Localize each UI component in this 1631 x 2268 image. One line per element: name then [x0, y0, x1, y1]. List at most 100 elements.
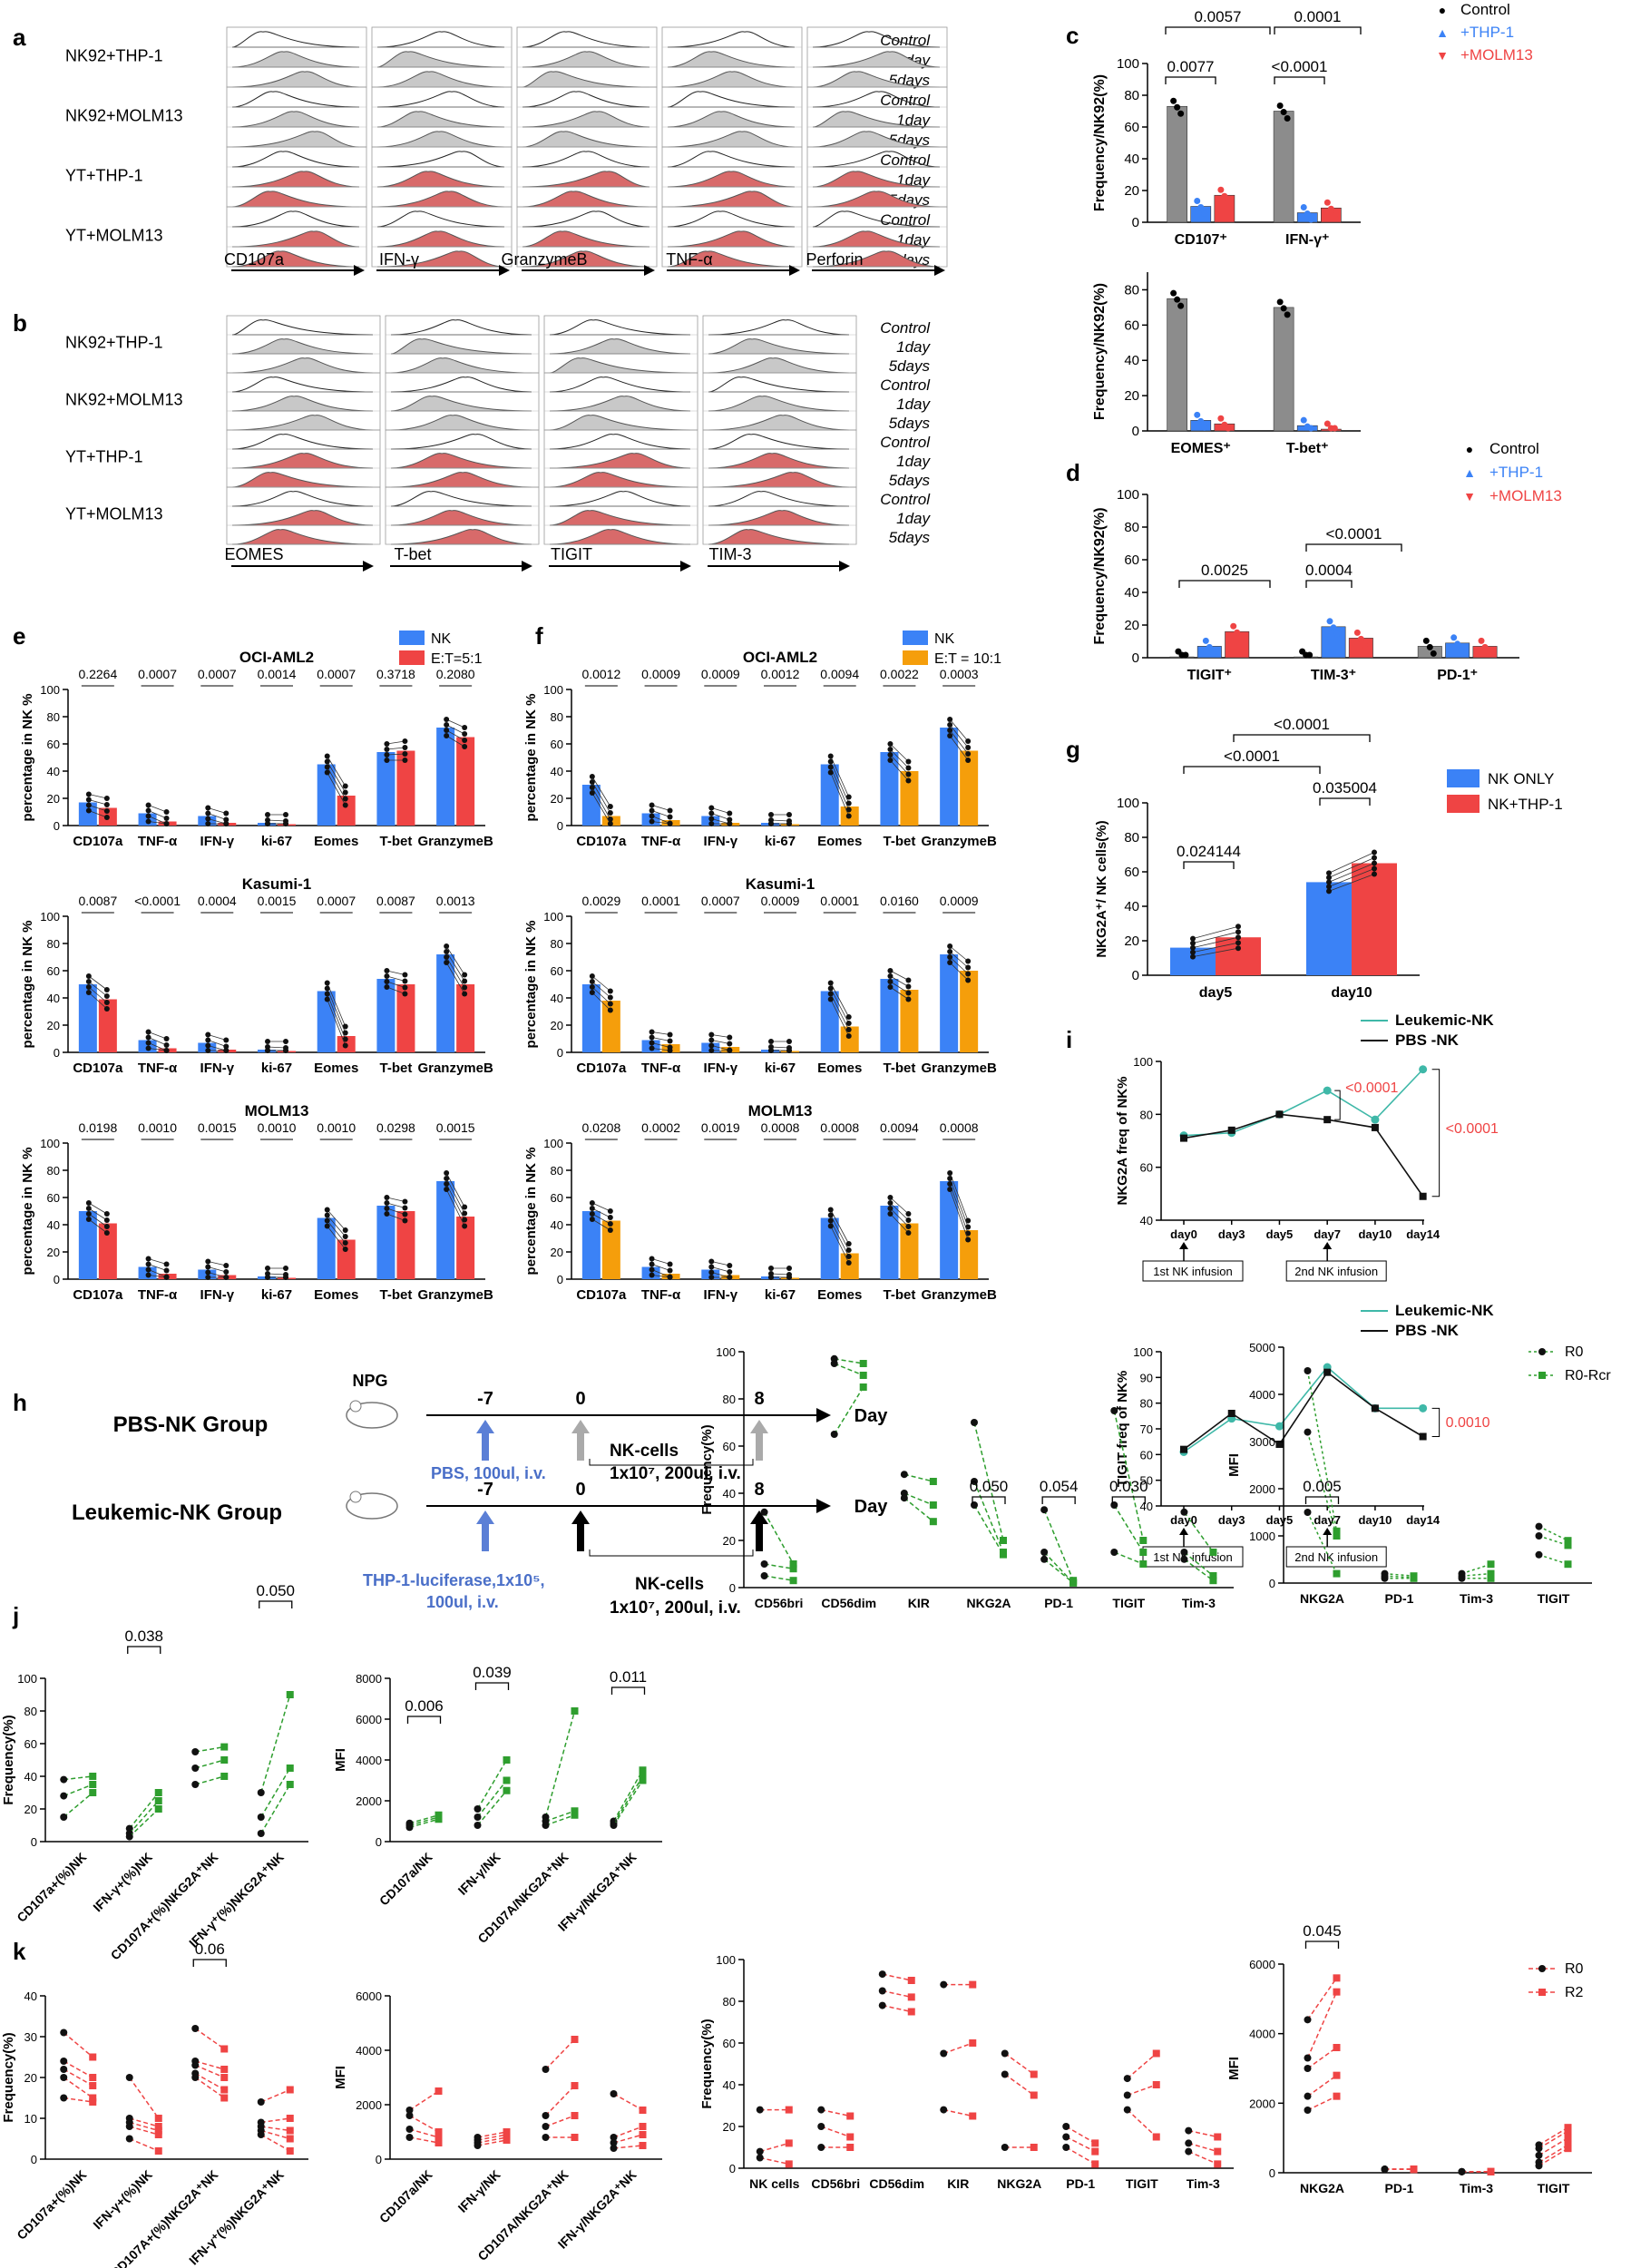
g-y-tick-label: 60	[1124, 865, 1139, 880]
hist-row-label: YT+MOLM13	[65, 505, 163, 523]
e-point	[85, 1217, 92, 1222]
f-pair-line	[890, 975, 909, 987]
k3-point-before	[878, 1987, 886, 1995]
k3-point-after	[846, 2133, 855, 2141]
f-point	[649, 1256, 655, 1262]
c1-y-tick-label: 0	[1132, 215, 1139, 230]
h-injection-arrow	[750, 1420, 768, 1461]
k1-pair-line	[260, 2088, 291, 2103]
e-pair-line	[386, 981, 405, 988]
e-point	[462, 972, 468, 978]
k3-y-tick-label: 80	[723, 1995, 736, 2009]
k3-point-before	[940, 1980, 948, 1989]
f-pair-line	[711, 1040, 730, 1044]
k4-point-after	[1333, 1974, 1341, 1982]
i1-y-tick-label: 100	[1133, 1055, 1153, 1069]
e-point	[324, 991, 330, 997]
j1-point-before	[257, 1813, 265, 1821]
e-point	[103, 1230, 110, 1236]
f-point	[607, 994, 613, 1001]
k3-point-after	[1091, 2139, 1099, 2147]
e-pair-line	[148, 1042, 167, 1051]
j1-pair-line	[63, 1792, 93, 1818]
j2-category: IFN-γ/NK	[454, 1850, 503, 1898]
hist-curve	[231, 510, 374, 526]
e-point	[462, 1210, 468, 1217]
hist-row-label: NK92+THP-1	[65, 334, 163, 352]
e-point	[342, 1036, 348, 1042]
j1-pair-line	[260, 1694, 291, 1794]
e-point	[145, 813, 151, 819]
f-point	[887, 973, 894, 979]
k1-pair-line	[63, 2060, 93, 2078]
h-group-label: Leukemic-NK Group	[72, 1501, 282, 1525]
e-pair-line	[88, 1218, 108, 1234]
c2-ylabel: Frequency/NK92(%)	[1092, 283, 1108, 420]
k4-legend-label: R2	[1565, 1985, 1584, 2000]
c2-point	[1307, 425, 1314, 432]
k3-point-after	[1030, 2091, 1038, 2099]
k1-y-tick-label: 40	[24, 1989, 37, 2003]
k1-point-before	[60, 2066, 68, 2073]
f-point	[607, 804, 613, 809]
e-point	[283, 1275, 288, 1280]
e-point	[85, 791, 92, 797]
d-point	[1202, 637, 1209, 644]
f-point	[708, 1048, 715, 1053]
f-pair-line	[949, 729, 969, 755]
hist-curve	[376, 51, 505, 68]
e-point	[265, 1048, 270, 1053]
e-point	[265, 1266, 270, 1271]
f-point	[649, 802, 655, 808]
e-point	[85, 802, 92, 808]
k3-point-before	[1185, 2139, 1193, 2147]
k2-y-tick-label: 2000	[356, 2098, 382, 2112]
k2-point-after	[571, 2134, 579, 2141]
legend-marker-c: ▼	[1436, 48, 1449, 63]
k2-point-before	[610, 2145, 618, 2152]
f-subtitle: OCI-AML2	[743, 649, 817, 666]
f-point	[827, 985, 834, 992]
f-point	[786, 1048, 792, 1053]
k1-y-tick-label: 0	[31, 2153, 37, 2166]
d-category: TIM-3⁺	[1311, 668, 1356, 683]
hist-curve	[231, 453, 374, 469]
e-pair-line	[208, 818, 227, 825]
f-pair-line	[949, 956, 969, 974]
j1-point-after	[89, 1781, 97, 1788]
f-y-tick-label: 60	[551, 1191, 563, 1205]
e-legend-swatch	[399, 650, 425, 665]
hist-curve	[231, 396, 374, 412]
f-point	[827, 1223, 834, 1229]
e-category: TNF-α	[138, 1287, 178, 1303]
k3-point-after	[1214, 2147, 1222, 2156]
hist-condition-label: Control	[880, 32, 931, 49]
f-pair-line	[591, 1218, 611, 1231]
c1-point	[1284, 115, 1291, 122]
k2-point-before	[610, 2139, 618, 2146]
k3-pair-line	[1127, 2084, 1157, 2097]
f-point	[827, 1212, 834, 1218]
e-point	[223, 821, 230, 826]
f-point	[786, 1266, 792, 1271]
j3-point-after	[789, 1577, 797, 1585]
e-pvalue: 0.0007	[138, 667, 177, 681]
hist-curve	[231, 357, 374, 374]
c2-point	[1197, 417, 1205, 425]
k1-point-after	[154, 2115, 162, 2122]
e-point	[462, 1204, 468, 1210]
e-y-tick-label: 80	[47, 937, 60, 951]
e-point	[223, 1263, 230, 1268]
f-point	[649, 1045, 655, 1051]
k3-point-after	[1152, 2133, 1160, 2141]
c1-point	[1197, 204, 1205, 210]
f-pair-line	[949, 724, 969, 748]
d-y-tick-label: 0	[1132, 650, 1139, 666]
hist-condition-label: Control	[880, 92, 931, 109]
j1-annot-bracket	[127, 1646, 161, 1654]
k2-point-before	[542, 2123, 550, 2130]
c1-bar	[1273, 111, 1294, 223]
k2-category: IFN-γ/NK	[454, 2167, 503, 2215]
e-point	[342, 783, 348, 789]
f-category: CD107a	[576, 1061, 627, 1076]
